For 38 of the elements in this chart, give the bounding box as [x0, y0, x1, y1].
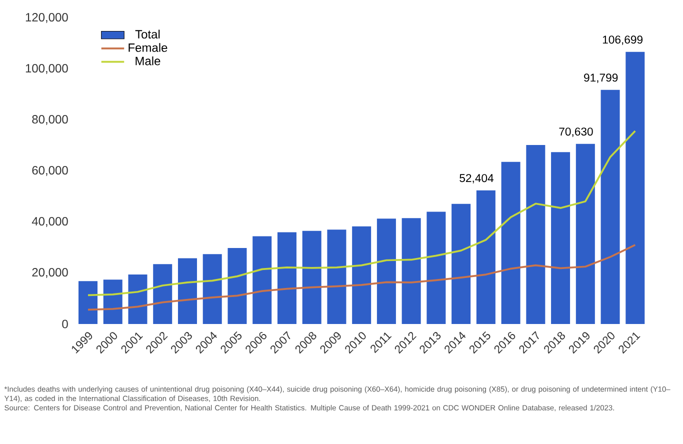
- bar: [402, 218, 421, 324]
- bar: [302, 230, 322, 324]
- data-label: 70,630: [559, 128, 593, 137]
- bar: [626, 52, 645, 324]
- y-tick-label: 120,000: [26, 13, 68, 23]
- bar: [551, 152, 570, 324]
- bar: [202, 254, 222, 324]
- bar: [452, 204, 471, 324]
- bar: [476, 190, 496, 324]
- bar: [178, 258, 197, 324]
- y-tick-label: 0: [62, 320, 68, 328]
- legend-label: Total: [135, 30, 160, 39]
- legend-label: Female: [128, 43, 168, 52]
- bar: [103, 280, 122, 324]
- bar: [376, 218, 396, 324]
- data-label: 91,799: [584, 74, 618, 83]
- line-series: [87, 244, 636, 311]
- bar: [526, 144, 546, 324]
- bar: [252, 236, 272, 324]
- bar: [78, 281, 98, 324]
- bar: [501, 162, 520, 324]
- legend-label: Male: [136, 56, 160, 66]
- bar: [277, 232, 296, 324]
- bar: [426, 212, 446, 324]
- data-label: 52,404: [460, 174, 494, 184]
- y-tick-label: 40,000: [32, 217, 68, 227]
- y-tick-label: 80,000: [32, 115, 68, 125]
- y-tick-label: 100,000: [26, 64, 68, 74]
- bar: [352, 226, 372, 324]
- y-tick-label: 20,000: [32, 268, 68, 278]
- bar: [576, 144, 595, 324]
- y-tick-label: 60,000: [32, 166, 68, 176]
- bar: [153, 264, 172, 324]
- bar: [128, 274, 148, 324]
- bar: [228, 248, 247, 324]
- bar: [327, 230, 346, 324]
- data-label: 106,699: [602, 36, 643, 45]
- bar: [600, 90, 620, 324]
